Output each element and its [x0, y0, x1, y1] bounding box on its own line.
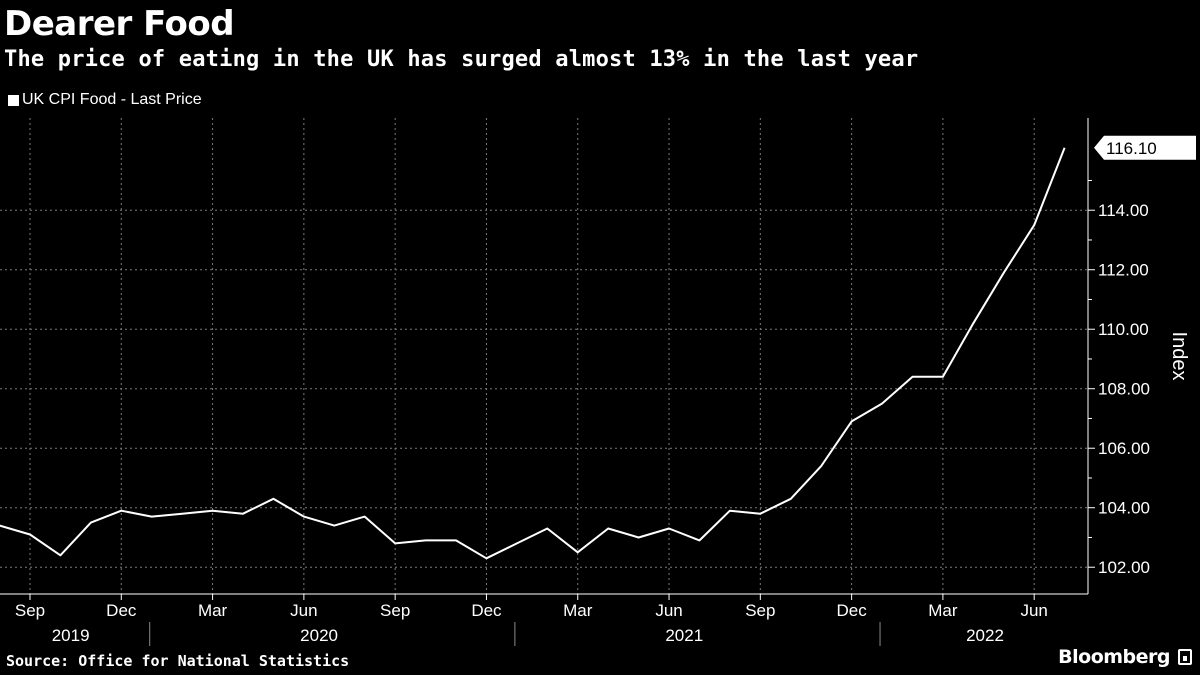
y-axis-title: Index	[1168, 332, 1190, 381]
legend-swatch	[8, 94, 19, 106]
x-tick-label: Jun	[290, 601, 317, 620]
y-tick-label: 110.00	[1098, 320, 1149, 339]
y-tick-label: 112.00	[1098, 261, 1149, 280]
chart-subtitle: The price of eating in the UK has surged…	[4, 47, 919, 72]
x-tick-label: Sep	[15, 601, 45, 620]
last-value-tag	[1094, 135, 1196, 160]
year-label: 2019	[52, 626, 90, 645]
y-tick-label: 108.00	[1098, 380, 1150, 399]
bloomberg-logo-icon	[1178, 649, 1192, 665]
x-tick-label: Dec	[471, 601, 502, 620]
y-tick-label: 104.00	[1098, 499, 1150, 518]
brand-name: Bloomberg	[1058, 646, 1170, 668]
y-tick-label: 114.00	[1098, 201, 1149, 220]
x-tick-label: Jun	[655, 601, 682, 620]
x-tick-label: Dec	[836, 601, 867, 620]
year-label: 2021	[665, 626, 703, 645]
chart-title: Dearer Food	[4, 4, 235, 44]
x-tick-label: Sep	[380, 601, 410, 620]
x-tick-label: Sep	[745, 601, 775, 620]
x-tick-label: Mar	[563, 601, 593, 620]
year-label: 2022	[966, 626, 1004, 645]
year-label: 2020	[300, 626, 338, 645]
last-value-label: 116.10	[1106, 139, 1157, 158]
source-note: Source: Office for National Statistics	[6, 652, 350, 670]
brand: Bloomberg	[1058, 646, 1192, 668]
x-tick-label: Mar	[198, 601, 228, 620]
legend: UK CPI Food - Last Price	[8, 90, 202, 110]
y-tick-label: 106.00	[1098, 439, 1150, 458]
legend-label: UK CPI Food - Last Price	[22, 91, 202, 108]
x-tick-label: Dec	[106, 601, 137, 620]
x-tick-label: Mar	[928, 601, 958, 620]
x-tick-label: Jun	[1020, 601, 1047, 620]
series-line	[0, 147, 1066, 560]
y-tick-label: 102.00	[1098, 558, 1150, 577]
